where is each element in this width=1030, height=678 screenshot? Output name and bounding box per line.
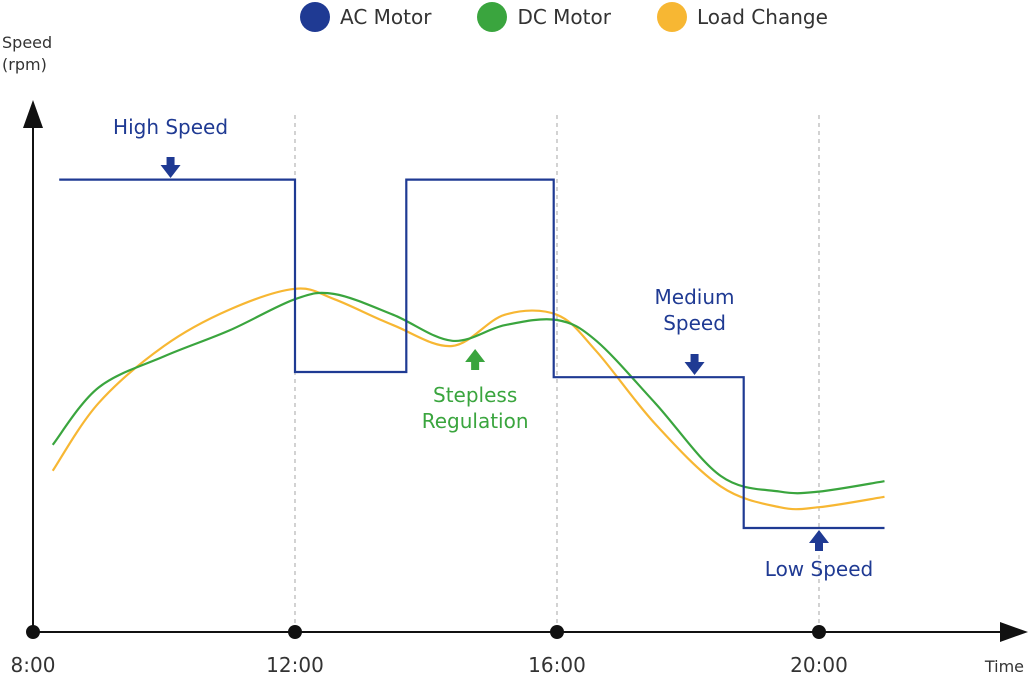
- legend-label-load-change: Load Change: [696, 5, 828, 29]
- annotation-low-speed: Low Speed: [765, 557, 873, 581]
- legend-swatch-ac-motor: [300, 2, 330, 32]
- annotation-arrow-stepless-regulation: [465, 349, 486, 370]
- series-line-ac-motor: [59, 178, 885, 530]
- x-tick-label: 16:00: [528, 653, 586, 677]
- legend-swatch-load-change: [656, 2, 687, 32]
- x-tick-label: 20:00: [790, 653, 848, 677]
- annotation-line: Speed: [663, 311, 726, 335]
- x-tick-dot: [26, 625, 40, 639]
- x-tick-label: 12:00: [266, 653, 324, 677]
- x-tick-dot: [550, 625, 564, 639]
- legend-item-load-change: Load Change: [656, 2, 828, 32]
- y-axis-label-line: Speed: [2, 33, 52, 52]
- annotation-arrow-medium-speed: [684, 354, 705, 375]
- x-axis-label: Time: [984, 657, 1024, 676]
- legend-swatch-dc-motor: [477, 2, 508, 32]
- series-line-dc-motor: [51, 291, 885, 495]
- annotation-line: High Speed: [113, 115, 228, 139]
- annotation-line: Medium: [655, 285, 735, 309]
- x-tick-label: 8:00: [11, 653, 56, 677]
- legend-label-dc-motor: DC Motor: [517, 5, 611, 29]
- x-tick-dot: [288, 625, 302, 639]
- annotation-arrow-high-speed: [160, 157, 181, 178]
- legend-label-ac-motor: AC Motor: [340, 5, 432, 29]
- annotation-stepless-regulation: Stepless Regulation: [422, 383, 529, 433]
- legend: AC Motor DC Motor Load Change: [300, 0, 874, 34]
- annotation-line: Low Speed: [765, 557, 873, 581]
- legend-item-dc-motor: DC Motor: [477, 2, 611, 32]
- y-axis-label: Speed (rpm): [2, 33, 52, 74]
- x-tick-dot: [812, 625, 826, 639]
- y-axis-arrow: [23, 100, 43, 128]
- annotation-line: Stepless: [433, 383, 517, 407]
- x-axis-arrow: [1000, 622, 1028, 642]
- annotation-line: Regulation: [422, 409, 529, 433]
- legend-item-ac-motor: AC Motor: [300, 2, 431, 32]
- annotation-high-speed: High Speed: [113, 115, 228, 139]
- annotation-arrow-low-speed: [809, 530, 829, 551]
- y-axis-label-line: (rpm): [2, 55, 47, 74]
- annotation-medium-speed: Medium Speed: [655, 285, 735, 335]
